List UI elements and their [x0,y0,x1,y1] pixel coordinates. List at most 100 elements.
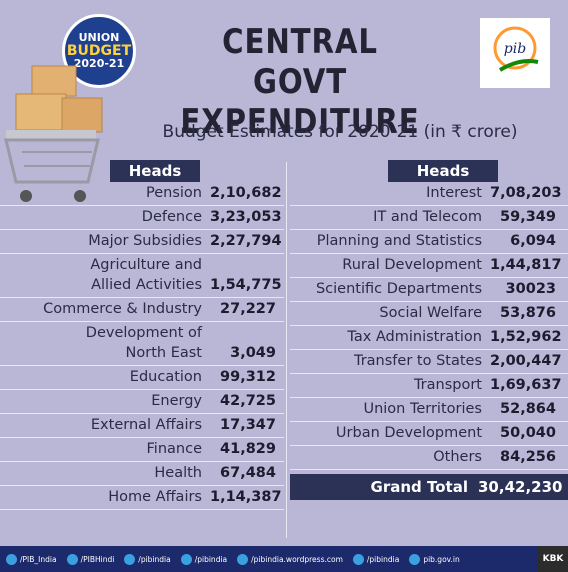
social-footer: /PIB_India/PIBHindi/pibindia/pibindia/pi… [0,546,568,572]
row-value: 30023 [505,281,556,297]
footer-link-label: /PIBHindi [80,554,115,564]
table-row: Major Subsidies 2,27,794 [0,230,284,254]
table-row: External Affairs 17,347 [0,414,284,438]
table-row: Commerce & Industry 27,227 [0,298,284,322]
row-value: 84,256 [500,449,556,465]
svg-text:pib: pib [504,41,526,57]
table-row: Planning and Statistics 6,094 [290,230,568,254]
table-row: Pension 2,10,682 [0,182,284,206]
kbk-tag: KBK [538,546,568,572]
row-head-name: IT and Telecom [373,209,482,225]
row-value: 99,312 [220,369,276,385]
footer-social-link[interactable]: /PIB_India [6,553,57,565]
table-row: Home Affairs 1,14,387 [0,486,284,510]
page-title: CENTRAL GOVT EXPENDITURE [171,22,429,142]
row-value: 17,347 [220,417,276,433]
badge-line3: 2020-21 [73,57,125,71]
row-value: 67,484 [220,465,276,481]
row-value: 1,44,817 [490,257,562,273]
row-head-name: Finance [146,441,202,457]
footer-social-link[interactable]: /pibindia.wordpress.com [237,553,343,565]
row-head-name: Defence [141,209,202,225]
table-row: IT and Telecom 59,349 [290,206,568,230]
left-table: Heads Pension 2,10,682 Defence 3,23,053 Majo… [0,160,284,510]
footer-social-link[interactable]: /pibindia [180,553,228,565]
row-value: 50,040 [500,425,556,441]
row-value: 1,14,387 [210,489,282,505]
facebook-icon [124,553,136,565]
footer-link-label: pib.gov.in [423,554,460,564]
footer-link-label: /PIB_India [20,554,57,564]
title-line2: EXPENDITURE [180,102,420,142]
row-value: 1,52,962 [490,329,562,345]
subtitle: Budget Estimates for 2020-21 (in ₹ crore… [162,122,518,142]
footer-social-link[interactable]: /pibindia [124,553,171,565]
table-row: Scientific Departments 30023 [290,278,568,302]
row-value: 27,227 [220,301,276,317]
row-value: 7,08,203 [490,185,562,201]
row-value: 2,27,794 [210,233,282,249]
instagram-icon [352,553,364,565]
table-row: Agriculture and Allied Activities 1,54,775 [0,254,284,298]
row-head-name: Energy [151,393,202,409]
table-row: Finance 41,829 [0,438,284,462]
footer-link-label: /pibindia [138,554,171,564]
row-head-name: Tax Administration [347,329,482,345]
row-head-name: Transport [413,377,482,393]
footer-link-label: /pibindia [194,554,228,564]
row-value: 59,349 [500,209,556,225]
footer-link-label: /pibindia [366,554,400,564]
column-divider [286,162,287,538]
table-row: Others 84,256 [290,446,568,470]
footer-social-link[interactable]: /pibindia [352,553,400,565]
grand-total-label: Grand Total [370,478,468,496]
table-row: Transport 1,69,637 [290,374,568,398]
row-head-name: Commerce & Industry [43,301,202,317]
row-head-name: Urban Development [335,425,482,441]
row-value: 6,094 [510,233,556,249]
grand-total-value: 30,42,230 [478,478,563,496]
row-value: 2,10,682 [210,185,282,201]
row-head-name: Education [129,369,202,385]
table-row: Social Welfare 53,876 [290,302,568,326]
pib-logo: pib [480,18,550,88]
row-head-name: Others [433,449,482,465]
right-table: Heads Interest 7,08,203 IT and Telecom 59,3… [290,160,568,500]
row-head-name: Major Subsidies [88,233,202,249]
row-head-name: Scientific Departments [315,281,482,297]
row-head-name: Development of North East [85,325,202,361]
row-value: 42,725 [220,393,276,409]
row-head-name: Pension [146,185,202,201]
row-head-name: Union Territories [363,401,482,417]
row-head-name: Planning and Statistics [316,233,482,249]
row-head-name: Social Welfare [379,305,482,321]
footer-social-link[interactable]: pib.gov.in [409,553,460,565]
grand-total-row: Grand Total 30,42,230 [290,474,568,500]
table-row: Education 99,312 [0,366,284,390]
row-value: 1,54,775 [210,277,282,293]
row-value: 2,00,447 [490,353,562,369]
row-value: 3,23,053 [210,209,282,225]
table-row: Rural Development 1,44,817 [290,254,568,278]
table-row: Tax Administration 1,52,962 [290,326,568,350]
table-row: Development of North East 3,049 [0,322,284,366]
table-row: Transfer to States 2,00,447 [290,350,568,374]
row-head-name: Transfer to States [353,353,482,369]
footer-social-link[interactable]: /PIBHindi [66,553,115,565]
table-row: Energy 42,725 [0,390,284,414]
title-line1: CENTRAL GOVT [222,22,378,102]
row-head-name: Interest [426,185,482,201]
row-head-name: Health [154,465,202,481]
badge-line1: UNION [78,31,120,45]
row-value: 41,829 [220,441,276,457]
table-row: Union Territories 52,864 [290,398,568,422]
table-row: Interest 7,08,203 [290,182,568,206]
row-value: 53,876 [500,305,556,321]
badge-line2: BUDGET [66,42,132,59]
wordpress-icon [237,553,249,565]
row-head-name: Home Affairs [108,489,202,505]
twitter-icon [6,553,17,565]
right-heads-header: Heads [388,160,498,182]
table-row: Defence 3,23,053 [0,206,284,230]
footer-link-label: /pibindia.wordpress.com [251,554,343,564]
